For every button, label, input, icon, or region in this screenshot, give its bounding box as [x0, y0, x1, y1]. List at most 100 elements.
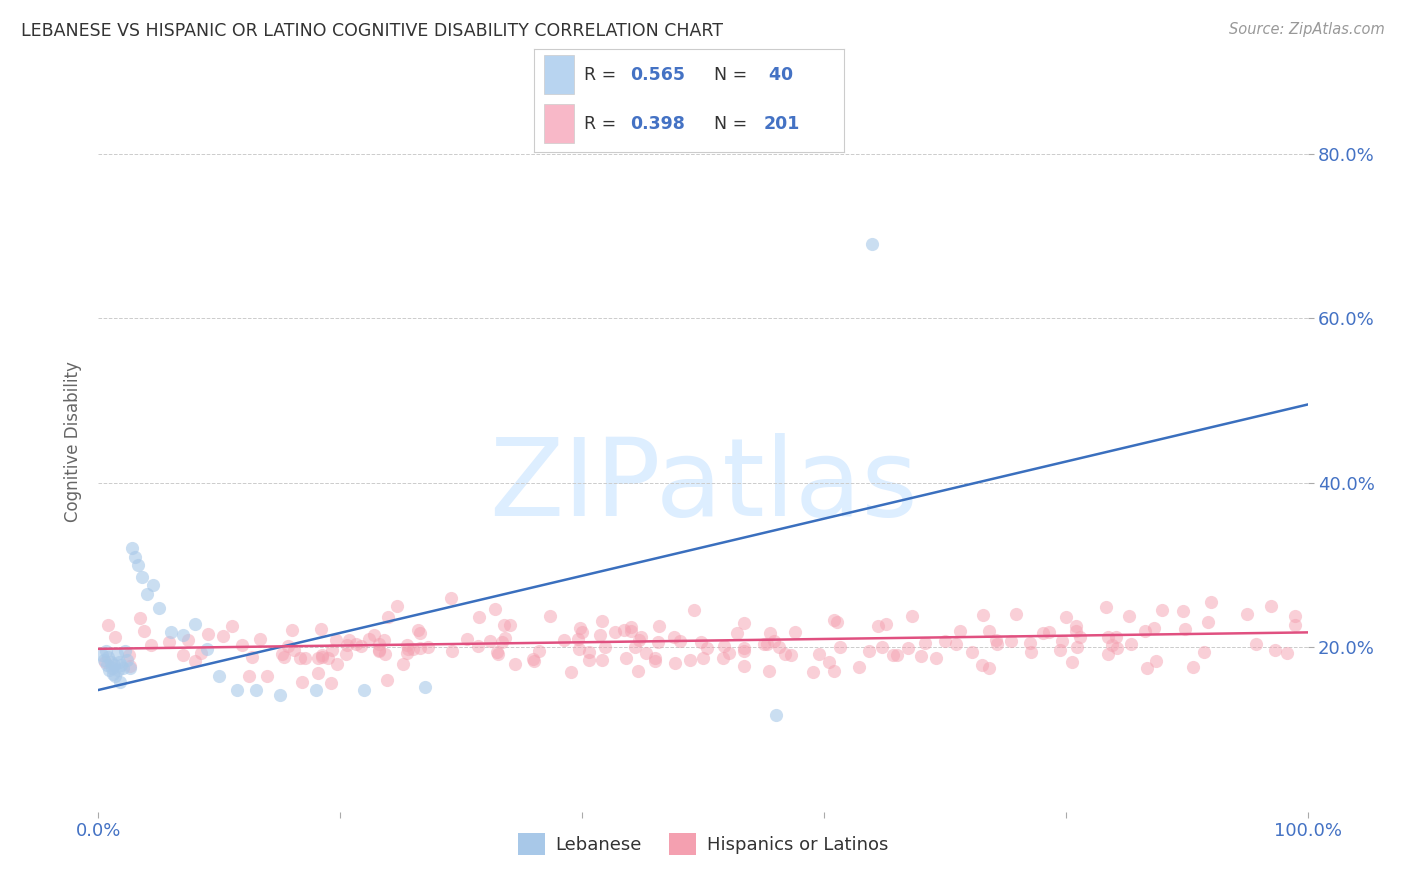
Point	[325, 633, 347, 648]
Point	[484, 602, 506, 616]
Point	[395, 638, 418, 652]
Point	[270, 648, 292, 662]
Point	[221, 619, 243, 633]
Point	[979, 624, 1001, 638]
Point	[245, 683, 267, 698]
Point	[374, 647, 396, 661]
Point	[1284, 617, 1306, 632]
Text: 0.398: 0.398	[630, 115, 685, 133]
Point	[977, 660, 1000, 674]
Point	[897, 641, 920, 656]
Point	[1197, 615, 1219, 629]
Point	[335, 647, 357, 661]
Point	[870, 640, 893, 654]
Point	[648, 619, 671, 633]
Point	[1049, 642, 1071, 657]
Point	[402, 641, 425, 656]
Point	[765, 707, 787, 722]
Point	[385, 599, 408, 614]
Point	[93, 652, 115, 666]
Point	[100, 655, 122, 669]
Point	[752, 637, 775, 651]
Point	[231, 638, 253, 652]
Point	[762, 633, 785, 648]
Point	[589, 628, 612, 642]
Point	[184, 617, 207, 632]
Point	[197, 626, 219, 640]
Point	[713, 639, 735, 653]
Point	[485, 645, 508, 659]
Point	[1174, 622, 1197, 636]
Point	[914, 636, 936, 650]
Point	[118, 658, 141, 673]
Point	[368, 643, 391, 657]
Point	[94, 655, 117, 669]
Point	[127, 558, 149, 572]
Point	[96, 658, 118, 673]
Point	[226, 683, 249, 698]
Point	[396, 642, 419, 657]
Point	[311, 648, 333, 662]
Point	[768, 640, 790, 654]
Point	[288, 651, 311, 665]
Point	[664, 656, 686, 670]
Point	[139, 638, 162, 652]
Text: R =: R =	[583, 115, 621, 133]
Point	[157, 635, 180, 649]
Point	[277, 639, 299, 653]
Point	[620, 620, 643, 634]
Point	[1144, 654, 1167, 668]
Text: N =: N =	[714, 66, 752, 84]
Point	[1005, 607, 1028, 621]
Point	[160, 625, 183, 640]
Point	[1054, 609, 1077, 624]
Point	[571, 625, 593, 640]
Point	[357, 632, 380, 647]
Point	[662, 630, 685, 644]
Point	[336, 638, 359, 652]
Point	[1284, 609, 1306, 624]
Point	[773, 647, 796, 661]
Point	[527, 644, 550, 658]
Point	[591, 614, 613, 628]
Bar	[544, 104, 575, 144]
Point	[830, 640, 852, 655]
Point	[1260, 599, 1282, 613]
Point	[630, 630, 652, 644]
Text: Source: ZipAtlas.com: Source: ZipAtlas.com	[1229, 22, 1385, 37]
Bar	[544, 55, 575, 95]
Point	[1064, 619, 1087, 633]
Point	[499, 618, 522, 632]
Point	[1119, 637, 1142, 651]
Point	[91, 648, 114, 663]
Point	[785, 624, 807, 639]
Point	[1194, 645, 1216, 659]
Point	[756, 637, 779, 651]
Point	[94, 644, 117, 658]
Point	[593, 640, 616, 654]
Point	[567, 632, 589, 647]
Point	[479, 634, 502, 648]
Point	[131, 570, 153, 584]
Point	[689, 635, 711, 649]
Point	[603, 625, 626, 640]
Point	[195, 641, 218, 656]
Legend: Lebanese, Hispanics or Latinos: Lebanese, Hispanics or Latinos	[510, 825, 896, 862]
Point	[104, 630, 127, 644]
Point	[375, 673, 398, 687]
Point	[281, 624, 304, 638]
Point	[569, 621, 592, 635]
Point	[900, 608, 922, 623]
Point	[409, 641, 432, 656]
Point	[866, 619, 889, 633]
Point	[309, 623, 332, 637]
Point	[945, 637, 967, 651]
Point	[321, 676, 343, 690]
Point	[825, 615, 848, 629]
Point	[578, 645, 600, 659]
Point	[283, 642, 305, 657]
Point	[114, 644, 136, 658]
Point	[440, 591, 463, 605]
Point	[1038, 625, 1060, 640]
Point	[591, 653, 613, 667]
